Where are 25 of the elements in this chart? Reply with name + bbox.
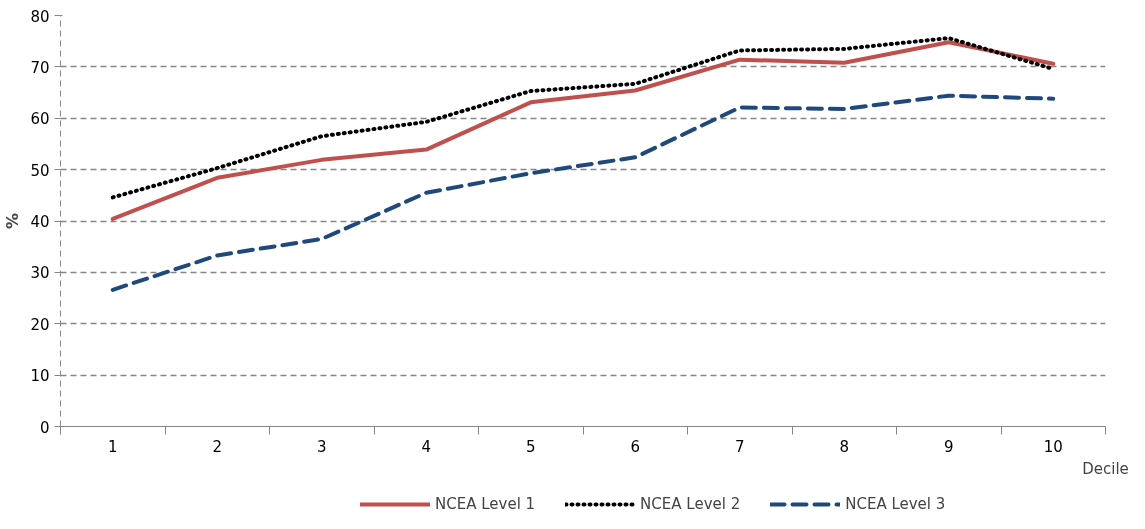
- x-tick-label: 9: [943, 437, 954, 456]
- y-tick-label: 10: [30, 367, 50, 386]
- y-tick-label: 60: [30, 110, 50, 129]
- x-tick-label: 3: [316, 437, 327, 456]
- x-tick-label: 4: [421, 437, 432, 456]
- x-tick-label: 1: [107, 437, 118, 456]
- y-tick-label: 70: [30, 58, 50, 77]
- y-tick-label: 50: [30, 161, 50, 180]
- line-series: [110, 93, 1056, 292]
- y-tick-label: 0: [39, 418, 50, 437]
- legend-label: NCEA Level 3: [845, 495, 946, 513]
- legend-label: NCEA Level 2: [640, 495, 741, 513]
- y-tick-label: 40: [30, 213, 50, 231]
- x-tick-label: 10: [1043, 437, 1063, 456]
- y-tick-label: 80: [30, 7, 50, 26]
- x-tick-label: 7: [734, 437, 745, 456]
- legend-label: NCEA Level 1: [435, 495, 536, 513]
- y-tick-label: 30: [30, 264, 50, 283]
- x-tick-label: 5: [525, 437, 536, 456]
- y-axis-title: %: [3, 212, 23, 230]
- x-axis-title: Decile: [1082, 459, 1129, 478]
- x-tick-label: 6: [630, 437, 641, 456]
- x-tick-label: 2: [212, 437, 223, 456]
- x-tick-label: 8: [839, 437, 850, 456]
- y-tick-label: 20: [30, 315, 50, 334]
